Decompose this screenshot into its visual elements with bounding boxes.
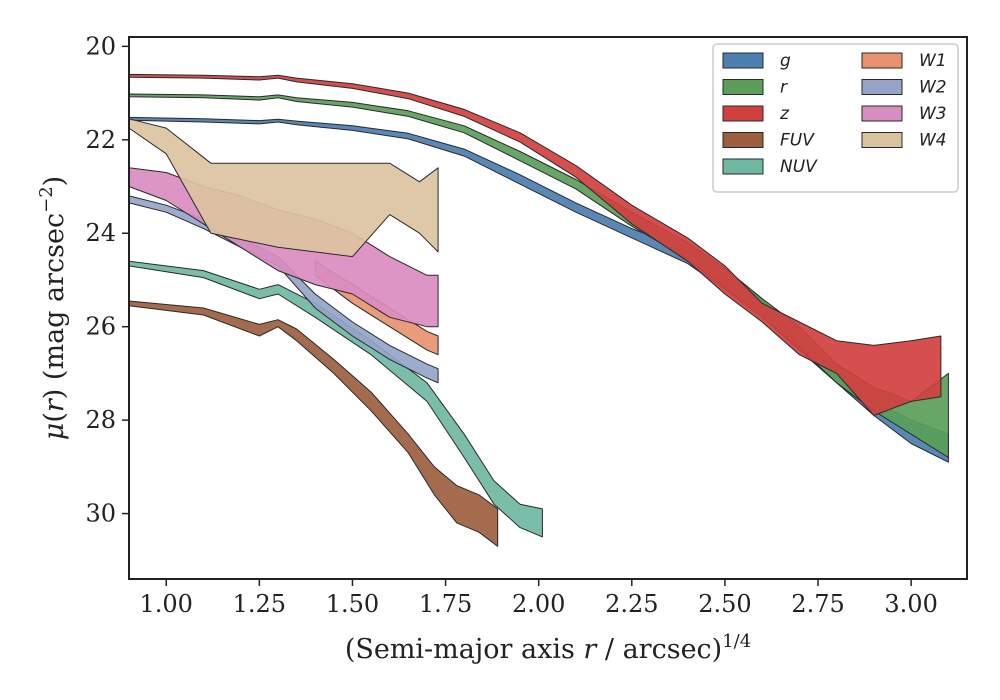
x-tick-label: 1.25: [233, 590, 286, 618]
x-tick-label: 1.00: [140, 590, 193, 618]
y-tick-label: 26: [85, 313, 116, 341]
band-g: [128, 116, 949, 463]
x-tick-label: 2.50: [698, 590, 751, 618]
legend-label-nuv: NUV: [780, 157, 818, 177]
y-tick-label: 20: [85, 32, 116, 60]
y-tick-label: 24: [85, 219, 116, 247]
y-axis-ticks: 20 22 24 26 28 30: [85, 32, 129, 528]
legend-label-g: g: [780, 51, 791, 71]
legend-label-w4: W4: [919, 131, 947, 151]
band-z: [128, 73, 942, 416]
y-axis-label: μ(r) (mag arcsec−2): [36, 176, 70, 440]
x-tick-label: 3.00: [884, 590, 937, 618]
band-nuv: [128, 260, 543, 538]
legend-swatch-fuv: [722, 132, 764, 148]
plot-frame: [128, 36, 968, 580]
legend-swatch-w1: [861, 52, 903, 69]
legend: grz FUV NUV W1 W2 W3 W4: [712, 43, 959, 193]
band-w4: [128, 118, 439, 258]
legend-swatch-r: [722, 79, 764, 95]
legend-swatch-g: [722, 52, 764, 69]
legend-swatch-z: [722, 105, 764, 122]
legend-swatch-w3: [861, 105, 903, 122]
x-tick-label: 2.75: [791, 590, 844, 618]
legend-swatch-w2: [861, 79, 903, 95]
band-fuv: [128, 300, 499, 547]
legend-label-z: z: [779, 104, 790, 124]
y-tick-label: 28: [85, 406, 116, 434]
legend-swatch-w4: [861, 132, 903, 148]
x-tick-label: 1.50: [326, 590, 379, 618]
x-axis-ticks: 1.00 1.25 1.50 1.75 2.00 2.25 2.50 2.75 3.00: [140, 579, 938, 618]
legend-label-w2: W2: [919, 78, 947, 98]
legend-label-w3: W3: [919, 104, 947, 124]
legend-label-w1: W1: [919, 51, 947, 71]
x-tick-label: 2.00: [512, 590, 565, 618]
x-tick-label: 1.75: [419, 590, 472, 618]
legend-label-fuv: FUV: [780, 131, 815, 151]
profile-bands: [128, 73, 949, 547]
x-tick-label: 2.25: [605, 590, 658, 618]
legend-swatch-nuv: [722, 158, 764, 175]
legend-label-r: r: [780, 78, 788, 98]
y-tick-label: 22: [85, 126, 116, 154]
x-axis-label: (Semi-major axis r / arcsec)1/4: [345, 631, 751, 665]
band-r: [128, 93, 949, 458]
y-tick-label: 30: [85, 500, 116, 528]
